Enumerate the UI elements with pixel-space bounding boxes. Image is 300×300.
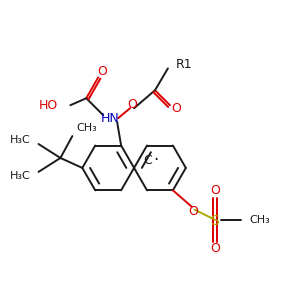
Text: R1: R1	[176, 58, 193, 71]
Text: CH₃: CH₃	[250, 215, 270, 225]
Text: C: C	[144, 154, 152, 167]
Text: H₃C: H₃C	[10, 171, 31, 181]
Text: HN: HN	[101, 112, 120, 124]
Text: HO: HO	[39, 99, 58, 112]
Text: H₃C: H₃C	[10, 135, 31, 145]
Text: O: O	[127, 98, 137, 111]
Text: O: O	[171, 102, 181, 115]
Text: ·: ·	[153, 151, 159, 169]
Text: CH₃: CH₃	[76, 123, 97, 133]
Text: O: O	[188, 205, 198, 218]
Text: O: O	[210, 184, 220, 197]
Text: S: S	[210, 214, 219, 228]
Text: O: O	[210, 242, 220, 255]
Text: O: O	[97, 65, 107, 78]
